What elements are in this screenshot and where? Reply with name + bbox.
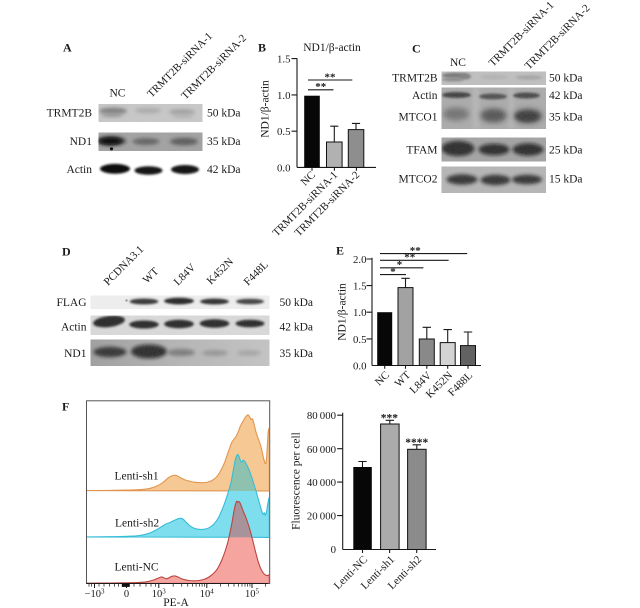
svg-text:ND1/β-actin: ND1/β-actin: [260, 80, 272, 138]
svg-text:A: A: [63, 41, 72, 55]
svg-text:MTCO1: MTCO1: [399, 112, 438, 124]
svg-text:Actin: Actin: [66, 164, 92, 176]
svg-text:**: **: [410, 245, 422, 257]
svg-text:0.0: 0.0: [277, 162, 291, 174]
svg-text:42 kDa: 42 kDa: [549, 90, 583, 102]
svg-text:Fluorescence per cell: Fluorescence per cell: [291, 432, 303, 530]
svg-text:15 kDa: 15 kDa: [549, 174, 583, 186]
svg-text:0.0: 0.0: [353, 361, 367, 373]
svg-text:E: E: [336, 244, 344, 258]
svg-text:B: B: [258, 41, 266, 55]
svg-text:D: D: [62, 245, 71, 259]
svg-text:ND1/β-actin: ND1/β-actin: [337, 283, 349, 341]
svg-text:Actin: Actin: [61, 322, 87, 334]
svg-text:42 kDa: 42 kDa: [207, 164, 241, 176]
svg-text:Lenti-sh2: Lenti-sh2: [115, 518, 159, 530]
svg-text:−103: −103: [85, 588, 105, 601]
svg-text:TRMT2B: TRMT2B: [47, 108, 93, 120]
svg-text:0.5: 0.5: [277, 126, 291, 138]
svg-text:0: 0: [124, 589, 129, 600]
svg-text:35 kDa: 35 kDa: [207, 136, 241, 148]
svg-text:C: C: [412, 42, 421, 56]
svg-text:42 kDa: 42 kDa: [280, 322, 314, 334]
svg-text:Actin: Actin: [412, 90, 438, 102]
svg-text:ND1: ND1: [70, 136, 93, 148]
svg-text:*: *: [397, 259, 403, 271]
svg-text:FLAG: FLAG: [56, 297, 86, 309]
svg-text:50 kDa: 50 kDa: [280, 297, 314, 309]
svg-text:ND1: ND1: [64, 348, 87, 360]
svg-text:NC: NC: [110, 88, 126, 100]
svg-text:80 000: 80 000: [307, 410, 336, 422]
svg-text:1.5: 1.5: [277, 54, 291, 66]
svg-text:TFAM: TFAM: [406, 145, 437, 157]
svg-text:35 kDa: 35 kDa: [280, 348, 314, 360]
svg-text:PE-A: PE-A: [163, 597, 189, 608]
svg-text:*: *: [390, 266, 396, 278]
svg-text:**: **: [315, 81, 327, 93]
svg-text:50 kDa: 50 kDa: [207, 108, 241, 120]
svg-text:1.5: 1.5: [353, 281, 367, 293]
svg-text:0.5: 0.5: [353, 334, 367, 346]
svg-text:35 kDa: 35 kDa: [549, 112, 583, 124]
svg-text:2.0: 2.0: [353, 254, 367, 266]
svg-text:Lenti-sh1: Lenti-sh1: [115, 471, 159, 483]
svg-text:MTCO2: MTCO2: [399, 174, 438, 186]
svg-text:ND1/β-actin: ND1/β-actin: [303, 42, 361, 54]
svg-text:20 000: 20 000: [307, 511, 336, 523]
svg-text:0: 0: [331, 544, 336, 556]
svg-text:40 000: 40 000: [307, 477, 336, 489]
svg-text:**: **: [325, 71, 337, 83]
svg-text:25 kDa: 25 kDa: [549, 145, 583, 157]
svg-text:***: ***: [381, 412, 399, 424]
svg-text:1.0: 1.0: [353, 307, 367, 319]
svg-text:****: ****: [405, 437, 428, 449]
svg-text:F: F: [62, 400, 69, 414]
svg-text:60 000: 60 000: [307, 444, 336, 456]
svg-text:NC: NC: [450, 57, 466, 69]
svg-text:Lenti-NC: Lenti-NC: [115, 562, 159, 574]
svg-text:50 kDa: 50 kDa: [549, 73, 583, 85]
svg-text:**: **: [404, 252, 416, 264]
svg-text:TRMT2B: TRMT2B: [392, 73, 438, 85]
svg-text:1.0: 1.0: [277, 90, 291, 102]
